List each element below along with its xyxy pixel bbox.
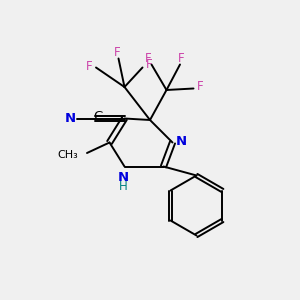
Text: C: C: [94, 110, 103, 124]
Text: F: F: [197, 80, 203, 94]
Text: N: N: [175, 135, 187, 148]
Text: CH₃: CH₃: [58, 149, 79, 160]
Text: F: F: [178, 52, 185, 65]
Text: F: F: [145, 52, 152, 65]
Text: N: N: [64, 112, 76, 125]
Text: F: F: [114, 46, 120, 59]
Text: F: F: [86, 59, 93, 73]
Text: N: N: [117, 171, 129, 184]
Text: F: F: [146, 58, 152, 71]
Text: H: H: [118, 179, 127, 193]
